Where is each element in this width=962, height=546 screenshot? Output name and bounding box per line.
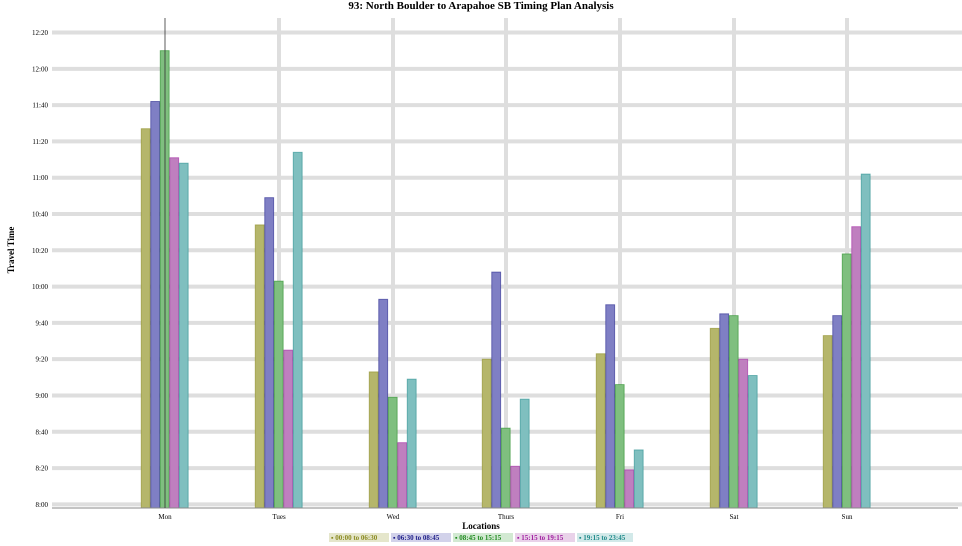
bars	[140, 50, 871, 509]
y-tick-label: 11:40	[32, 102, 48, 110]
legend-swatch	[329, 533, 389, 542]
bar-thurs-series-4[interactable]	[510, 465, 521, 509]
y-tick-label: 8:40	[36, 428, 49, 436]
y-axis-ticks: 8:00 8:20 8:40 9:00 9:20 9:40 10:00 10:20 10:40 1…	[32, 29, 48, 509]
x-tick-label: Sat	[730, 513, 739, 521]
bar-sat-series-4[interactable]	[738, 358, 749, 509]
x-axis-title: Locations	[462, 521, 500, 531]
bar-fri-series-4[interactable]	[624, 469, 635, 509]
bar-thurs-series-3[interactable]	[500, 427, 511, 509]
bar-fri-series-1[interactable]	[595, 353, 606, 509]
bar-tues-series-1[interactable]	[254, 224, 265, 509]
x-tick-label: Sun	[842, 513, 853, 521]
bar-sat-series-3[interactable]	[728, 315, 739, 509]
x-tick-label: Thurs	[498, 513, 515, 521]
chart-title: 93: North Boulder to Arapahoe SB Timing …	[348, 0, 614, 12]
legend-swatch	[391, 533, 451, 542]
bar-sat-series-2[interactable]	[719, 313, 730, 509]
legend: ▪ 00:00 to 06:30 ▪ 06:30 to 08:45 ▪ 08:45 …	[329, 533, 633, 542]
bar-wed-series-5[interactable]	[406, 378, 417, 509]
bar-mon-series-1[interactable]	[140, 128, 151, 509]
bar-thurs-series-1[interactable]	[481, 358, 492, 509]
bar-sun-series-3[interactable]	[841, 253, 852, 509]
bar-wed-series-3[interactable]	[387, 396, 398, 509]
bar-sun-series-2[interactable]	[832, 315, 843, 509]
legend-item-1[interactable]: ▪ 00:00 to 06:30	[331, 534, 378, 542]
y-tick-label: 10:40	[32, 211, 48, 219]
bar-wed-series-4[interactable]	[397, 442, 408, 509]
x-tick-label: Tues	[272, 513, 286, 521]
legend-swatch	[577, 533, 633, 542]
bar-thurs-series-5[interactable]	[519, 398, 530, 509]
bar-tues-series-5[interactable]	[292, 151, 303, 509]
bar-sat-series-1[interactable]	[709, 327, 720, 509]
y-tick-label: 8:20	[36, 465, 49, 473]
bar-mon-series-2[interactable]	[150, 101, 161, 509]
x-axis-ticks: Mon Tues Wed Thurs Fri Sat Sun	[158, 513, 853, 521]
y-tick-label: 10:20	[32, 247, 48, 255]
y-tick-label: 10:00	[32, 283, 48, 291]
legend-item-4[interactable]: ▪ 15:15 to 19:15	[517, 534, 564, 542]
y-axis-title: Travel Time	[6, 227, 16, 274]
legend-item-2[interactable]: ▪ 06:30 to 08:45	[393, 534, 440, 542]
x-tick-label: Mon	[158, 513, 172, 521]
bar-mon-series-4[interactable]	[169, 157, 180, 509]
y-tick-label: 11:00	[32, 174, 48, 182]
bar-sat-series-5[interactable]	[747, 375, 758, 509]
legend-item-3[interactable]: ▪ 08:45 to 15:15	[455, 534, 502, 542]
y-tick-label: 9:00	[36, 392, 49, 400]
grid	[52, 18, 962, 508]
y-tick-label: 9:40	[36, 319, 49, 327]
bar-sun-series-1[interactable]	[822, 335, 833, 509]
x-tick-label: Wed	[387, 513, 400, 521]
legend-swatch	[515, 533, 575, 542]
bar-tues-series-2[interactable]	[264, 197, 275, 509]
bar-wed-series-2[interactable]	[378, 298, 389, 509]
bar-thurs-series-2[interactable]	[491, 271, 502, 509]
bar-wed-series-1[interactable]	[368, 371, 379, 509]
y-tick-label: 8:00	[36, 501, 49, 509]
legend-swatch	[453, 533, 513, 542]
y-tick-label: 9:20	[36, 356, 49, 364]
bar-tues-series-3[interactable]	[273, 280, 284, 509]
bar-fri-series-5[interactable]	[633, 449, 644, 509]
x-tick-label: Fri	[616, 513, 624, 521]
bar-sun-series-5[interactable]	[860, 173, 871, 509]
legend-item-5[interactable]: ▪ 19:15 to 23:45	[579, 534, 626, 542]
y-tick-label: 12:00	[32, 65, 48, 73]
y-tick-label: 12:20	[32, 29, 48, 37]
bar-mon-series-5[interactable]	[178, 162, 189, 509]
bar-fri-series-2[interactable]	[605, 304, 616, 509]
y-tick-label: 11:20	[32, 138, 48, 146]
bar-tues-series-4[interactable]	[283, 349, 294, 509]
bar-fri-series-3[interactable]	[614, 384, 625, 509]
bar-sun-series-4[interactable]	[851, 226, 862, 509]
